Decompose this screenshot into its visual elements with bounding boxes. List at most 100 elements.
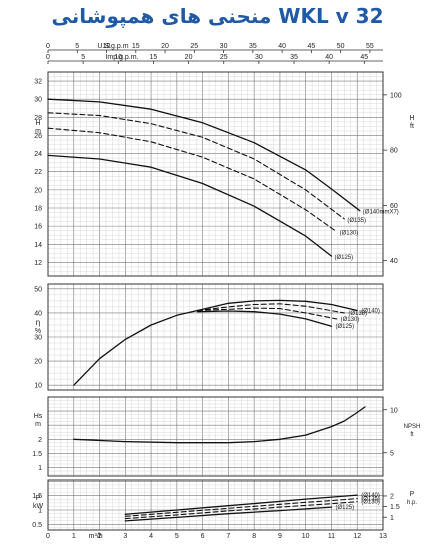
head-series-line — [47, 154, 333, 257]
bottom-tick-label: 7 — [226, 533, 230, 540]
top-impgpm-tick-label: 5 — [81, 54, 85, 61]
head-left-tick-label: 20 — [34, 187, 42, 194]
npsh-right-unit-NPSH: NPSH — [404, 424, 421, 430]
head-right-tick-label: 100 — [390, 92, 402, 99]
power-left-unit-P: P — [36, 495, 41, 502]
top-usgpm-tick-label: 35 — [249, 43, 257, 50]
efficiency-panel-frame — [47, 283, 384, 391]
head-series-label: (Ø140mmX7) — [363, 210, 399, 216]
head-left-tick-label: 32 — [34, 79, 42, 86]
head-left-unit-H: H — [35, 120, 40, 127]
bottom-tick-label: 0 — [46, 533, 50, 540]
top-usgpm-tick-label: 50 — [337, 43, 345, 50]
power-right-tick-label: 1 — [390, 515, 394, 522]
head-series-line — [47, 112, 345, 220]
efficiency-left-tick-label: 50 — [34, 286, 42, 293]
power-left-unit-kW: kW — [33, 503, 44, 510]
top-usgpm-tick-label: 10 — [103, 43, 111, 50]
head-left-tick-label: 26 — [34, 133, 42, 140]
head-left-tick-label: 24 — [34, 151, 42, 158]
top-usgpm-tick-label: 5 — [75, 43, 79, 50]
efficiency-series-line — [196, 310, 333, 327]
head-series-label: (Ø130) — [340, 231, 359, 237]
top-impgpm-label: Imp.g.p.m. — [105, 54, 138, 61]
head-left-tick-label: 16 — [34, 224, 42, 231]
head-series-line — [47, 98, 361, 212]
bottom-tick-label: 8 — [252, 533, 256, 540]
eff-left-unit-eta: η — [36, 318, 40, 327]
efficiency-series-label: (Ø130) — [341, 317, 360, 323]
power-series-line — [124, 498, 358, 517]
top-impgpm-tick-label: 0 — [46, 54, 50, 61]
top-impgpm-tick-label: 30 — [255, 54, 263, 61]
power-series-label: (Ø140) — [361, 493, 380, 499]
head-left-tick-label: 14 — [34, 242, 42, 249]
efficiency-series-label: (Ø140) — [361, 309, 380, 315]
efficiency-series-line — [196, 299, 358, 312]
power-left-tick-label: 1 — [38, 508, 42, 515]
top-usgpm-tick-label: 55 — [366, 43, 374, 50]
top-impgpm-tick-label: 45 — [360, 54, 368, 61]
npsh-left-tick-label: 1.5 — [32, 451, 42, 458]
power-left-tick-label: 1.5 — [32, 493, 42, 500]
power-series-line — [124, 501, 358, 520]
bottom-tick-label: 9 — [278, 533, 282, 540]
npsh-left-tick-label: 2 — [38, 437, 42, 444]
top-impgpm-tick-label: 35 — [290, 54, 298, 61]
npsh-right-unit-ft: ft — [410, 432, 414, 438]
power-right-unit-hp: h.p. — [407, 500, 417, 506]
efficiency-left-tick-label: 10 — [34, 383, 42, 390]
head-right-tick-label: 40 — [390, 258, 398, 265]
power-series-label: (Ø135) — [361, 497, 380, 503]
head-left-tick-label: 18 — [34, 206, 42, 213]
efficiency-series-line — [196, 307, 338, 320]
bottom-tick-label: 6 — [201, 533, 205, 540]
npsh-panel-frame — [47, 396, 384, 477]
efficiency-series-label: (Ø125) — [335, 324, 354, 330]
npsh-left-unit-m: m — [35, 421, 41, 428]
bottom-tick-label: 11 — [328, 533, 335, 540]
head-panel-frame — [47, 71, 384, 277]
head-right-unit-H: H — [409, 115, 414, 122]
efficiency-series-line — [196, 303, 345, 314]
power-panel-frame — [47, 479, 384, 531]
chart-title: منحنی های همپوشانی WKL v 32 — [51, 4, 384, 28]
bottom-tick-label: 12 — [353, 533, 361, 540]
power-series-line — [124, 494, 358, 515]
head-series-label: (Ø125) — [334, 255, 353, 261]
bottom-tick-label: 13 — [379, 533, 387, 540]
head-series-label: (Ø135) — [347, 218, 366, 224]
power-series-label: (Ø125) — [335, 505, 354, 511]
top-impgpm-tick-label: 40 — [325, 54, 333, 61]
top-usgpm-tick-label: 25 — [190, 43, 198, 50]
top-impgpm-tick-label: 10 — [114, 54, 122, 61]
eff-left-unit-pct: % — [35, 328, 41, 335]
efficiency-series-label: (Ø135) — [348, 311, 367, 317]
power-right-tick-label: 2 — [390, 493, 394, 500]
power-right-unit-P: P — [410, 491, 415, 498]
top-usgpm-tick-label: 15 — [132, 43, 140, 50]
head-right-unit-ft: ft — [410, 123, 414, 130]
efficiency-left-tick-label: 30 — [34, 335, 42, 342]
top-impgpm-tick-label: 25 — [220, 54, 228, 61]
efficiency-series-line — [73, 309, 199, 386]
power-left-tick-label: 0.5 — [32, 522, 42, 529]
head-left-tick-label: 22 — [34, 169, 42, 176]
top-usgpm-tick-label: 20 — [161, 43, 169, 50]
npsh-right-tick-label: 10 — [390, 407, 398, 414]
bottom-tick-label: 4 — [149, 533, 153, 540]
head-left-tick-label: 12 — [34, 260, 42, 267]
bottom-axis-label: m³/h — [89, 533, 103, 540]
top-usgpm-tick-label: 0 — [46, 43, 50, 50]
power-series-label: (Ø130) — [361, 500, 380, 506]
npsh-left-unit-Hs: Hs — [34, 413, 43, 420]
bottom-tick-label: 1 — [72, 533, 76, 540]
npsh-series-line — [73, 406, 366, 444]
head-left-tick-label: 30 — [34, 97, 42, 104]
head-right-tick-label: 60 — [390, 203, 398, 210]
bottom-tick-label: 2 — [98, 533, 102, 540]
bottom-tick-label: 3 — [123, 533, 127, 540]
efficiency-left-tick-label: 40 — [34, 310, 42, 317]
top-impgpm-tick-label: 15 — [150, 54, 158, 61]
